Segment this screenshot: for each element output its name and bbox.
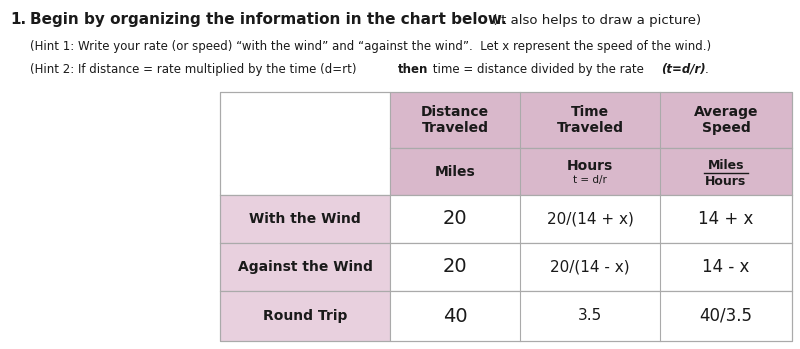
Bar [220, 291, 390, 341]
Bar [220, 92, 792, 341]
Text: t = d/r: t = d/r [573, 174, 607, 185]
Text: Against the Wind: Against the Wind [238, 260, 373, 274]
Text: Average
Speed: Average Speed [694, 105, 758, 135]
Text: 14 - x: 14 - x [702, 258, 750, 276]
Text: (Hint 2: If distance = rate multiplied by the time (d=rt): (Hint 2: If distance = rate multiplied b… [30, 63, 360, 76]
Text: 40: 40 [442, 306, 467, 326]
Text: 20/(14 + x): 20/(14 + x) [546, 211, 634, 227]
Text: 20: 20 [442, 258, 467, 276]
Text: 40/3.5: 40/3.5 [699, 307, 753, 325]
Text: 20/(14 - x): 20/(14 - x) [550, 260, 630, 275]
Text: Miles: Miles [434, 164, 475, 178]
Bar [390, 92, 792, 148]
Text: Begin by organizing the information in the chart below.: Begin by organizing the information in t… [30, 12, 506, 27]
Bar [220, 243, 390, 291]
Bar [220, 92, 390, 195]
Text: Hours: Hours [567, 158, 613, 172]
Text: Hours: Hours [706, 175, 746, 188]
Text: With the Wind: With the Wind [249, 212, 361, 226]
Text: (t=d/r): (t=d/r) [661, 63, 706, 76]
Text: 1.: 1. [10, 12, 26, 27]
Text: then: then [398, 63, 428, 76]
Text: Miles: Miles [708, 159, 744, 172]
Text: (It also helps to draw a picture): (It also helps to draw a picture) [488, 14, 701, 27]
Text: 14 + x: 14 + x [698, 210, 754, 228]
Text: 3.5: 3.5 [578, 309, 602, 324]
Text: 20: 20 [442, 209, 467, 229]
Text: Distance
Traveled: Distance Traveled [421, 105, 489, 135]
Text: (Hint 1: Write your rate (or speed) “with the wind” and “against the wind”.  Let: (Hint 1: Write your rate (or speed) “wit… [30, 40, 711, 53]
Text: Round Trip: Round Trip [263, 309, 347, 323]
Bar [390, 148, 792, 195]
Bar [390, 291, 792, 341]
Bar [220, 195, 390, 243]
Text: .: . [705, 63, 709, 76]
Text: Time
Traveled: Time Traveled [557, 105, 623, 135]
Text: time = distance divided by the rate: time = distance divided by the rate [429, 63, 648, 76]
Bar [390, 195, 792, 243]
Bar [390, 243, 792, 291]
